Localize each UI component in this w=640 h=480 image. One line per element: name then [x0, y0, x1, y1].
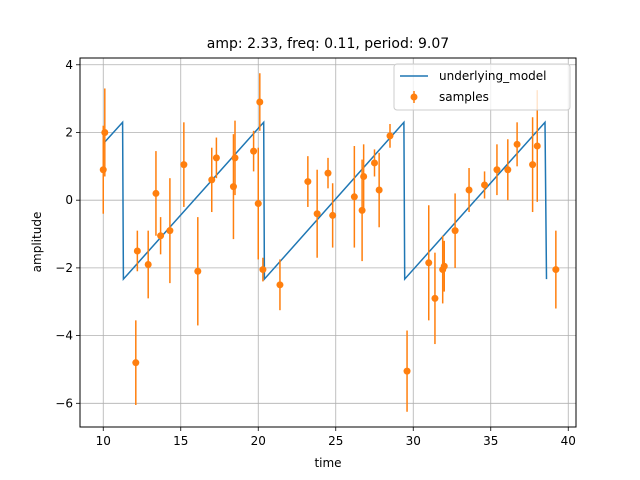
x-tick-label: 35 — [483, 434, 498, 448]
x-axis-label: time — [314, 456, 341, 470]
sample-point — [504, 166, 512, 174]
x-tick-label: 10 — [96, 434, 111, 448]
legend: underlying_model samples — [393, 63, 571, 111]
y-tick-label: 0 — [65, 193, 73, 207]
x-tick-label: 30 — [406, 434, 421, 448]
sample-point — [208, 176, 216, 184]
y-tick-label: 4 — [65, 58, 73, 72]
x-tick-label: 15 — [173, 434, 188, 448]
sample-point — [386, 132, 394, 140]
sample-point — [259, 266, 267, 274]
legend-box — [393, 63, 571, 111]
sample-point — [254, 200, 262, 208]
sample-point — [329, 211, 337, 219]
x-tick-label: 20 — [251, 434, 266, 448]
axis-ticks: 10 15 20 25 30 35 40 −6 −4 −2 0 2 4 — [55, 58, 576, 448]
sample-point — [533, 142, 541, 150]
chart-title: amp: 2.33, freq: 0.11, period: 9.07 — [207, 36, 449, 52]
sample-point — [493, 166, 501, 174]
legend-label-model: underlying_model — [439, 69, 547, 83]
sample-point — [440, 262, 448, 270]
sample-point — [403, 367, 411, 375]
sample-point — [360, 172, 368, 180]
sample-point — [212, 154, 220, 162]
sample-point — [229, 183, 237, 191]
x-tick-label: 40 — [561, 434, 576, 448]
legend-label-samples: samples — [439, 90, 489, 104]
sample-point — [180, 161, 188, 169]
sample-point — [371, 159, 378, 167]
sample-point — [425, 259, 433, 267]
sample-point — [451, 227, 459, 235]
sample-point — [194, 267, 202, 275]
sample-point — [375, 186, 383, 194]
legend-marker-icon — [410, 93, 418, 101]
sample-point — [157, 232, 165, 240]
sample-point — [313, 210, 321, 218]
sample-point — [231, 154, 239, 162]
y-tick-label: −6 — [55, 396, 73, 410]
sample-point — [144, 261, 152, 269]
sample-point — [465, 186, 473, 194]
y-tick-label: −2 — [55, 261, 73, 275]
sample-point — [513, 140, 521, 148]
sample-point — [324, 169, 332, 177]
sample-point — [256, 98, 264, 106]
y-tick-label: −4 — [55, 329, 73, 343]
sample-point — [133, 247, 141, 255]
sample-point — [99, 166, 107, 174]
sample-point — [132, 359, 140, 367]
sample-point — [276, 281, 284, 289]
sample-point — [529, 161, 537, 169]
sample-point — [481, 181, 489, 189]
sample-point — [250, 147, 258, 155]
model-line — [102, 120, 548, 282]
sample-point — [358, 206, 366, 214]
y-axis-label: amplitude — [30, 212, 44, 273]
sample-point — [552, 266, 560, 274]
sample-point — [152, 189, 160, 197]
sample-point — [101, 128, 109, 136]
sample-point — [431, 294, 439, 302]
sample-point — [304, 178, 312, 186]
sample-point — [350, 193, 358, 201]
sample-point — [166, 227, 174, 235]
x-tick-label: 25 — [328, 434, 343, 448]
y-tick-label: 2 — [65, 125, 73, 139]
plot-area — [99, 73, 560, 412]
axes-frame — [79, 57, 577, 428]
